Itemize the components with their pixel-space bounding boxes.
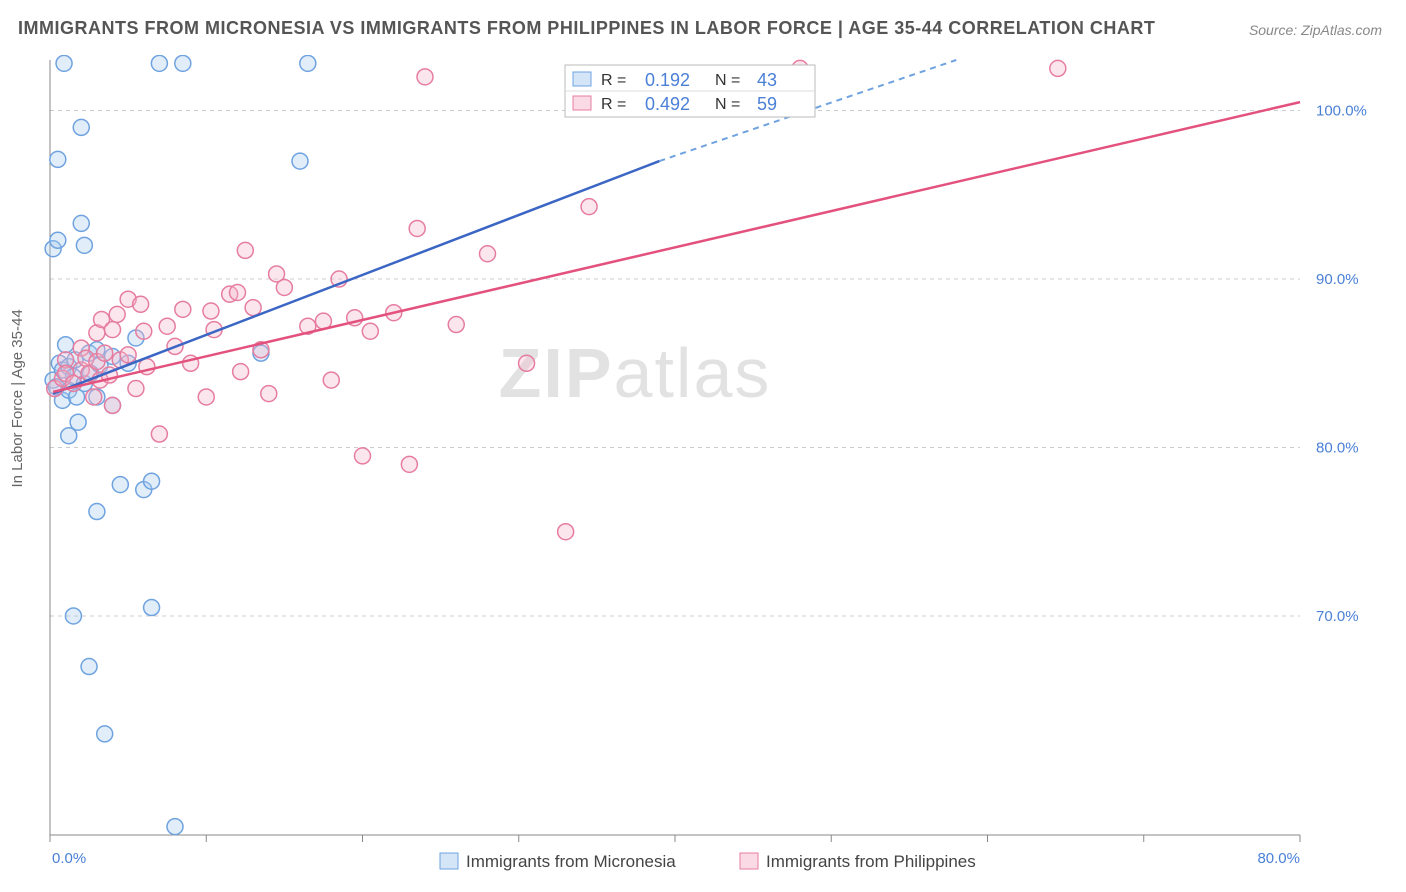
legend-swatch-a xyxy=(440,853,458,869)
data-point xyxy=(300,55,316,71)
legend-label-b: Immigrants from Philippines xyxy=(766,852,976,871)
data-point xyxy=(89,504,105,520)
legend-n-label: N = xyxy=(715,72,740,89)
y-tick-label: 70.0% xyxy=(1316,608,1359,625)
data-point xyxy=(112,477,128,493)
data-point xyxy=(401,456,417,472)
data-point xyxy=(86,389,102,405)
data-point xyxy=(480,246,496,262)
legend-r-value: 0.192 xyxy=(645,70,690,90)
data-point xyxy=(237,242,253,258)
legend-r-label: R = xyxy=(601,96,626,113)
y-tick-label: 80.0% xyxy=(1316,440,1359,457)
chart-title: IMMIGRANTS FROM MICRONESIA VS IMMIGRANTS… xyxy=(18,18,1155,39)
data-point xyxy=(362,323,378,339)
data-point xyxy=(65,608,81,624)
chart-area: 70.0% 80.0% 90.0% 100.0% 0.0% 80.0% In Labor F… xyxy=(0,55,1406,875)
source-label: Source: ZipAtlas.com xyxy=(1249,22,1382,38)
data-point xyxy=(409,220,425,236)
data-point xyxy=(355,448,371,464)
data-point xyxy=(120,347,136,363)
data-point xyxy=(276,279,292,295)
x-tick-label: 80.0% xyxy=(1257,850,1300,867)
legend-n-label: N = xyxy=(715,96,740,113)
y-axis-label: In Labor Force | Age 35-44 xyxy=(9,309,26,487)
y-tick-label: 100.0% xyxy=(1316,103,1367,120)
data-point xyxy=(70,414,86,430)
watermark: ZIPatlas xyxy=(499,334,772,412)
data-point xyxy=(50,232,66,248)
data-point xyxy=(73,119,89,135)
data-point xyxy=(105,322,121,338)
data-point xyxy=(558,524,574,540)
data-point xyxy=(175,55,191,71)
legend-r-value: 0.492 xyxy=(645,94,690,114)
data-point xyxy=(230,285,246,301)
data-point xyxy=(144,473,160,489)
data-point xyxy=(261,386,277,402)
data-point xyxy=(97,726,113,742)
data-point xyxy=(292,153,308,169)
data-point xyxy=(56,55,72,71)
data-point xyxy=(97,345,113,361)
data-point xyxy=(128,381,144,397)
data-point xyxy=(198,389,214,405)
data-point xyxy=(58,337,74,353)
data-point xyxy=(136,323,152,339)
x-tick-label: 0.0% xyxy=(52,850,86,867)
legend-label-a: Immigrants from Micronesia xyxy=(466,852,676,871)
data-point xyxy=(73,215,89,231)
legend-r-label: R = xyxy=(601,72,626,89)
data-point xyxy=(50,151,66,167)
legend-swatch xyxy=(573,72,591,86)
data-point xyxy=(105,397,121,413)
data-point xyxy=(581,199,597,215)
data-point xyxy=(323,372,339,388)
data-point xyxy=(81,659,97,675)
data-point xyxy=(175,301,191,317)
data-point xyxy=(1050,60,1066,76)
data-point xyxy=(159,318,175,334)
legend-swatch xyxy=(573,96,591,110)
data-point xyxy=(233,364,249,380)
data-point xyxy=(151,55,167,71)
data-point xyxy=(519,355,535,371)
legend-n-value: 59 xyxy=(757,94,777,114)
data-point xyxy=(144,600,160,616)
legend-n-value: 43 xyxy=(757,70,777,90)
scatter-chart: 70.0% 80.0% 90.0% 100.0% 0.0% 80.0% In Labor F… xyxy=(0,55,1406,875)
data-point xyxy=(245,300,261,316)
y-tick-label: 90.0% xyxy=(1316,271,1359,288)
data-point xyxy=(133,296,149,312)
data-point xyxy=(167,819,183,835)
data-point xyxy=(151,426,167,442)
data-point xyxy=(448,317,464,333)
data-point xyxy=(76,237,92,253)
data-point xyxy=(203,303,219,319)
data-point xyxy=(109,306,125,322)
legend-swatch-b xyxy=(740,853,758,869)
data-point xyxy=(417,69,433,85)
